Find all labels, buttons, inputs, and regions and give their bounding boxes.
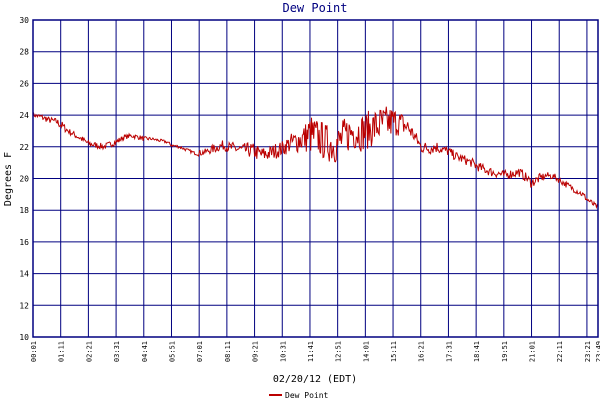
series-layer bbox=[32, 106, 599, 210]
y-tick-label: 16 bbox=[19, 238, 29, 247]
y-tick-label: 18 bbox=[19, 206, 29, 215]
x-axis-label: 02/20/12 (EDT) bbox=[273, 374, 357, 385]
y-tick-label: 12 bbox=[19, 301, 29, 310]
x-tick-label: 23:49 bbox=[595, 341, 600, 362]
y-tick-labels: 10 12 14 16 18 20 22 24 26 28 30 bbox=[19, 16, 29, 342]
x-tick-label: 21:01 bbox=[529, 341, 537, 362]
chart-title: Dew Point bbox=[282, 1, 347, 15]
x-tick-label: 10:31 bbox=[279, 341, 287, 362]
x-tick-label: 18:41 bbox=[473, 341, 481, 362]
legend-label-dew-point: Dew Point bbox=[285, 391, 329, 400]
x-tick-label: 03:31 bbox=[113, 341, 121, 362]
x-tick-label: 08:11 bbox=[224, 341, 232, 362]
x-tick-label: 00:01 bbox=[30, 341, 38, 362]
series-line-dew-point bbox=[32, 106, 599, 210]
x-tick-label: 09:21 bbox=[252, 341, 260, 362]
x-tick-label: 23:21 bbox=[584, 341, 592, 362]
y-tick-label: 30 bbox=[19, 16, 29, 25]
y-tick-label: 10 bbox=[19, 333, 29, 342]
y-tick-label: 22 bbox=[19, 143, 29, 152]
x-tick-label: 11:41 bbox=[307, 341, 315, 362]
y-tick-label: 14 bbox=[19, 270, 29, 279]
y-tick-label: 20 bbox=[19, 175, 29, 184]
x-tick-labels: 00:01 01:11 02:21 03:31 04:41 05:51 07:01 08:11… bbox=[30, 341, 600, 362]
x-tick-label: 04:41 bbox=[141, 341, 149, 362]
plot-frame bbox=[32, 19, 599, 338]
x-tick-label: 14:01 bbox=[362, 341, 370, 362]
x-tick-label: 02:21 bbox=[85, 341, 93, 362]
x-tick-label: 07:01 bbox=[196, 341, 204, 362]
x-tick-label: 01:11 bbox=[58, 341, 66, 362]
x-tick-label: 19:51 bbox=[501, 341, 509, 362]
y-tick-label: 28 bbox=[19, 48, 29, 57]
x-tick-label: 12:51 bbox=[335, 341, 343, 362]
x-tick-label: 15:11 bbox=[390, 341, 398, 362]
y-tick-label: 24 bbox=[19, 111, 29, 120]
x-tick-label: 17:31 bbox=[445, 341, 453, 362]
x-tick-label: 22:11 bbox=[556, 341, 564, 362]
y-axis-label: Degrees F bbox=[3, 152, 14, 206]
x-tick-label: 05:51 bbox=[168, 341, 176, 362]
x-tick-label: 16:21 bbox=[418, 341, 426, 362]
y-tick-label: 26 bbox=[19, 79, 29, 88]
legend: Dew Point bbox=[269, 391, 329, 400]
